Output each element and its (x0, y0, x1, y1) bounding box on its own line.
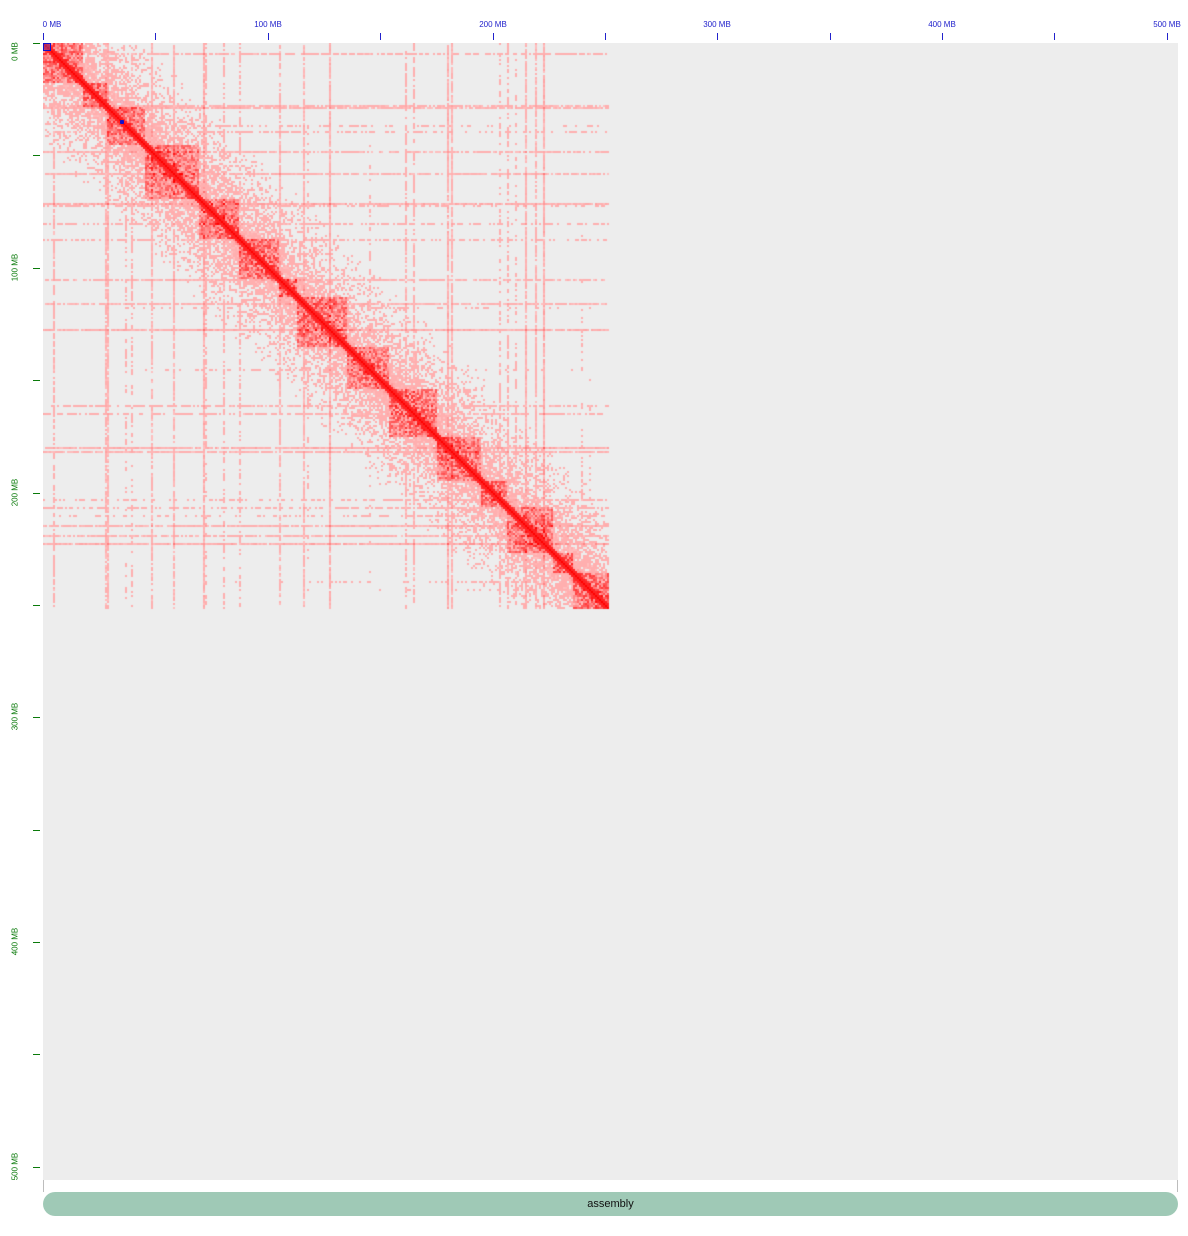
selection-box[interactable] (43, 43, 51, 51)
left-ruler-tick (33, 380, 40, 381)
left-ruler-label: 200 MB (10, 478, 20, 507)
top-ruler-tick (605, 33, 606, 40)
assembly-track: assembly (43, 1180, 1178, 1220)
top-ruler-tick (1054, 33, 1055, 40)
left-ruler-tick (33, 830, 40, 831)
left-ruler-label: 400 MB (10, 927, 20, 956)
left-ruler-tick (33, 1167, 40, 1168)
track-right-edge (1177, 1180, 1178, 1192)
left-ruler-tick (33, 43, 40, 44)
top-ruler-label: 0 MB (42, 20, 62, 29)
left-ruler: 0 MB 100 MB 200 MB 300 MB 400 MB 500 MB (0, 0, 44, 1188)
top-ruler: 0 MB 100 MB 200 MB 300 MB 400 MB 500 MB (0, 0, 1188, 44)
contact-map-panel[interactable] (43, 43, 1178, 1180)
assembly-label: assembly (587, 1198, 634, 1210)
contact-map-heatmap[interactable] (43, 43, 1178, 1180)
left-ruler-tick (33, 268, 40, 269)
left-ruler-tick (33, 155, 40, 156)
top-ruler-tick (717, 33, 718, 40)
top-ruler-tick (830, 33, 831, 40)
top-ruler-label: 300 MB (703, 20, 731, 29)
track-left-edge (43, 1180, 44, 1192)
top-ruler-tick (155, 33, 156, 40)
left-ruler-label: 300 MB (10, 702, 20, 731)
left-ruler-tick (33, 493, 40, 494)
top-ruler-tick (380, 33, 381, 40)
top-ruler-tick (493, 33, 494, 40)
top-ruler-label: 500 MB (1153, 20, 1181, 29)
top-ruler-tick (1167, 33, 1168, 40)
left-ruler-label: 500 MB (10, 1152, 20, 1181)
left-ruler-label: 0 MB (10, 42, 20, 61)
left-ruler-tick (33, 605, 40, 606)
top-ruler-label: 400 MB (928, 20, 956, 29)
map-marker[interactable] (120, 120, 124, 124)
top-ruler-tick (43, 33, 44, 40)
left-ruler-tick (33, 942, 40, 943)
left-ruler-label: 100 MB (10, 253, 20, 282)
top-ruler-label: 100 MB (254, 20, 282, 29)
left-ruler-tick (33, 1054, 40, 1055)
assembly-bar[interactable]: assembly (43, 1192, 1178, 1216)
top-ruler-tick (268, 33, 269, 40)
top-ruler-label: 200 MB (479, 20, 507, 29)
top-ruler-tick (942, 33, 943, 40)
left-ruler-tick (33, 717, 40, 718)
